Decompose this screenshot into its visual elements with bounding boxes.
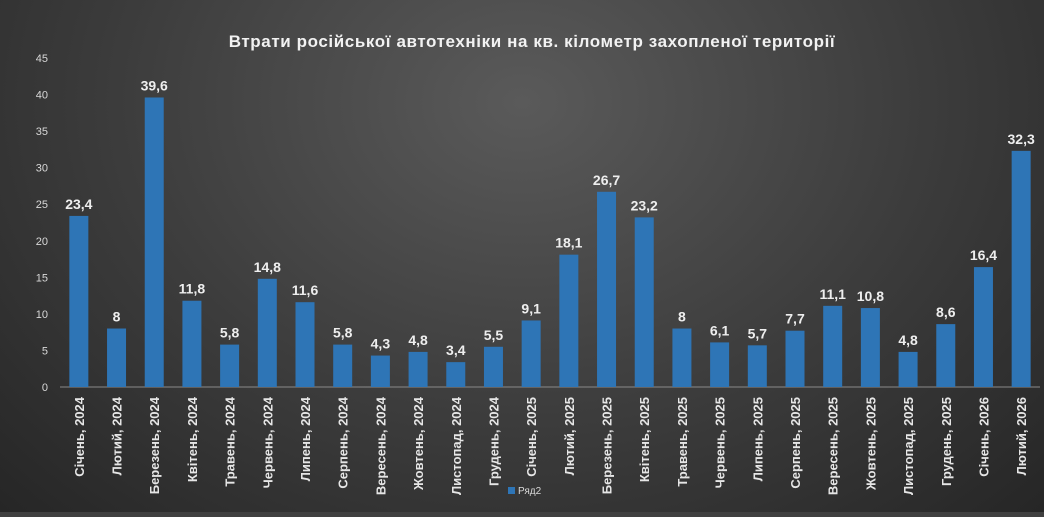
x-tick-label: Червень, 2025 xyxy=(713,397,728,488)
x-tick-label: Березень, 2024 xyxy=(147,396,162,494)
x-axis-tick-labels: Січень, 2024 Лютий, 2024 Березень, 2024 Кві… xyxy=(72,396,1029,495)
data-label: 39,6 xyxy=(141,77,168,93)
bar xyxy=(785,330,805,387)
y-tick-label: 15 xyxy=(36,272,48,284)
bar xyxy=(370,355,390,387)
bar xyxy=(672,328,692,387)
x-tick-label: Січень, 2024 xyxy=(72,396,87,477)
bar xyxy=(446,362,466,387)
bar xyxy=(936,324,956,387)
data-label: 11,8 xyxy=(179,281,206,297)
data-label: 8 xyxy=(678,309,686,325)
data-label: 16,4 xyxy=(970,247,997,263)
x-tick-label: Жовтень, 2025 xyxy=(863,397,878,491)
bar xyxy=(634,217,654,387)
bar xyxy=(898,351,918,387)
legend: Ряд2 xyxy=(508,486,542,497)
data-label: 11,6 xyxy=(292,282,319,298)
x-tick-label: Жовтень, 2024 xyxy=(411,396,426,491)
y-tick-label: 40 xyxy=(36,90,48,102)
bar xyxy=(69,215,89,387)
y-tick-label: 25 xyxy=(36,199,48,211)
bar xyxy=(107,328,127,387)
data-label: 5,7 xyxy=(748,325,768,341)
x-tick-label: Вересень, 2024 xyxy=(373,396,388,495)
x-tick-label: Травень, 2025 xyxy=(675,397,690,487)
x-tick-label: Липень, 2024 xyxy=(298,396,313,481)
y-tick-label: 5 xyxy=(42,345,48,357)
bar xyxy=(295,302,315,387)
x-tick-label: Червень, 2024 xyxy=(260,396,275,488)
x-tick-label: Лютий, 2026 xyxy=(1014,397,1029,475)
data-label: 11,1 xyxy=(819,286,846,302)
y-tick-label: 45 xyxy=(36,53,48,65)
data-label: 4,8 xyxy=(898,332,918,348)
bar xyxy=(483,346,503,387)
bar xyxy=(1011,150,1031,387)
x-tick-label: Серпень, 2025 xyxy=(788,397,803,489)
bar xyxy=(257,278,277,387)
y-tick-label: 20 xyxy=(36,236,48,248)
bar xyxy=(333,344,353,387)
x-tick-label: Грудень, 2025 xyxy=(939,397,954,486)
y-tick-label: 10 xyxy=(36,309,48,321)
y-tick-label: 0 xyxy=(42,382,48,394)
bar xyxy=(823,305,843,387)
x-tick-label: Квітень, 2025 xyxy=(637,397,652,482)
bar xyxy=(747,345,767,387)
chart-title: Втрати російської автотехніки на кв. кіл… xyxy=(229,32,836,51)
legend-swatch xyxy=(508,487,515,494)
bar xyxy=(144,97,164,387)
x-tick-label: Серпень, 2024 xyxy=(336,396,351,488)
data-label: 5,8 xyxy=(333,325,353,341)
data-label: 32,3 xyxy=(1008,131,1035,147)
bars xyxy=(69,97,1031,387)
y-axis-tick-labels: 0 5 10 15 20 25 30 35 40 45 xyxy=(36,53,48,394)
data-label: 14,8 xyxy=(254,259,281,275)
data-label: 18,1 xyxy=(555,235,582,251)
bar xyxy=(220,344,240,387)
bar xyxy=(559,254,579,387)
bar xyxy=(182,300,202,387)
bar xyxy=(521,320,541,387)
data-label: 8 xyxy=(113,309,121,325)
x-tick-label: Вересень, 2025 xyxy=(826,397,841,495)
y-tick-label: 30 xyxy=(36,163,48,175)
data-label: 9,1 xyxy=(521,300,541,316)
y-tick-label: 35 xyxy=(36,126,48,138)
legend-label: Ряд2 xyxy=(518,486,542,497)
data-label: 5,8 xyxy=(220,325,240,341)
data-label: 7,7 xyxy=(785,311,805,327)
bar xyxy=(973,267,993,387)
bar xyxy=(860,308,880,387)
data-label: 3,4 xyxy=(446,342,466,358)
x-tick-label: Листопад, 2025 xyxy=(901,397,916,495)
x-tick-label: Лютий, 2024 xyxy=(110,396,125,475)
data-labels: 23,4 8 39,6 11,8 5,8 14,8 11,6 5,8 4,3 4,8 3,4 5,5 9… xyxy=(65,77,1035,358)
data-label: 10,8 xyxy=(857,288,884,304)
x-tick-label: Листопад, 2024 xyxy=(449,396,464,495)
data-label: 4,3 xyxy=(371,336,391,352)
x-tick-label: Грудень, 2024 xyxy=(486,396,501,486)
x-tick-label: Травень, 2024 xyxy=(223,396,238,486)
bar xyxy=(710,342,730,387)
data-label: 26,7 xyxy=(593,172,620,188)
data-label: 5,5 xyxy=(484,327,504,343)
x-tick-label: Липень, 2025 xyxy=(750,397,765,481)
data-label: 4,8 xyxy=(408,332,428,348)
x-tick-label: Квітень, 2024 xyxy=(185,396,200,482)
x-tick-label: Березень, 2025 xyxy=(600,397,615,494)
bar xyxy=(408,351,428,387)
x-tick-label: Січень, 2026 xyxy=(976,397,991,477)
bar xyxy=(597,191,617,387)
data-label: 6,1 xyxy=(710,322,730,338)
data-label: 8,6 xyxy=(936,304,956,320)
data-label: 23,2 xyxy=(631,197,658,213)
x-tick-label: Лютий, 2025 xyxy=(562,397,577,475)
x-tick-label: Січень, 2025 xyxy=(524,397,539,477)
data-label: 23,4 xyxy=(65,196,92,212)
